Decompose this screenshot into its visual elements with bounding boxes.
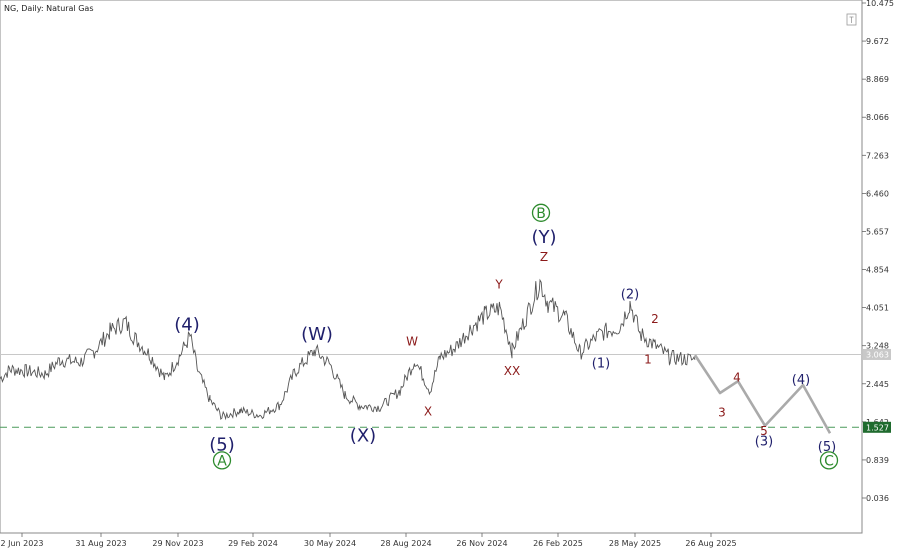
wave-label: (Y) (531, 227, 556, 248)
price-series-line (0, 278, 696, 421)
y-tick-label: 7.263 (866, 151, 889, 160)
wave-label: 5 (760, 424, 768, 438)
x-tick-label: 28 Aug 2024 (380, 539, 431, 548)
y-tick-label: 0.036 (866, 494, 889, 503)
svg-text:A: A (217, 453, 227, 469)
wave-label-circled: C (819, 451, 839, 470)
svg-text:3.063: 3.063 (866, 350, 889, 359)
wave-label: (1) (592, 357, 610, 372)
svg-text:B: B (536, 206, 546, 222)
y-tick-label: 4.854 (866, 266, 889, 275)
y-tick-label: 8.066 (866, 113, 889, 122)
info-box-icon[interactable] (846, 13, 857, 26)
x-tick-label: 29 Nov 2023 (152, 539, 203, 548)
x-tick-label: 28 May 2025 (609, 539, 661, 548)
wave-label: XX (504, 364, 520, 378)
wave-label: (4) (792, 373, 810, 388)
y-tick-label: 0.839 (866, 456, 889, 465)
x-tick-label: 26 Nov 2024 (456, 539, 507, 548)
wave-label: Z (540, 250, 548, 264)
plot-area (0, 0, 863, 534)
wave-label: (5) (209, 435, 235, 456)
x-tick-label: 26 Aug 2025 (685, 539, 736, 548)
wave-label: Y (494, 278, 503, 292)
wave-label: (5) (818, 440, 836, 455)
x-tick-label: 26 Feb 2025 (533, 539, 583, 548)
wave-label: 1 (644, 353, 652, 367)
x-tick-label: 2 Jun 2023 (0, 539, 43, 548)
wave-label: (X) (350, 426, 376, 447)
wave-label: (3) (755, 434, 773, 449)
wave-label: X (424, 405, 432, 419)
x-tick-label: 29 Feb 2024 (228, 539, 278, 548)
y-tick-label: 3.248 (866, 342, 889, 351)
wave-label: 2 (651, 312, 659, 326)
y-tick-label: 9.672 (866, 37, 889, 46)
y-tick-label: 6.460 (866, 189, 889, 198)
chart-title: NG, Daily: Natural Gas (4, 4, 94, 13)
wave-label: (4) (174, 315, 200, 336)
wave-label: 3 (718, 406, 726, 420)
x-tick-label: 31 Aug 2023 (75, 539, 126, 548)
svg-text:1.527: 1.527 (866, 423, 889, 432)
wave-label: (W) (301, 324, 333, 345)
wave-label-circled: B (531, 203, 551, 222)
y-tick-label: 5.657 (866, 227, 889, 236)
x-tick-label: 30 May 2024 (304, 539, 356, 548)
projection-path (693, 354, 832, 434)
svg-text:C: C (824, 453, 834, 469)
wave-label: (2) (621, 287, 639, 302)
wave-label: 4 (733, 371, 741, 385)
y-tick-label: 2.445 (866, 380, 889, 389)
current-price-badge: 3.063 (863, 348, 891, 360)
support-price-badge: 1.527 (863, 421, 891, 433)
wave-label: W (406, 335, 418, 349)
wave-label-circled: A (212, 451, 232, 470)
y-tick-label: 4.051 (866, 304, 889, 313)
y-tick-label: 8.869 (866, 75, 889, 84)
y-tick-label: 10.475 (866, 0, 894, 8)
